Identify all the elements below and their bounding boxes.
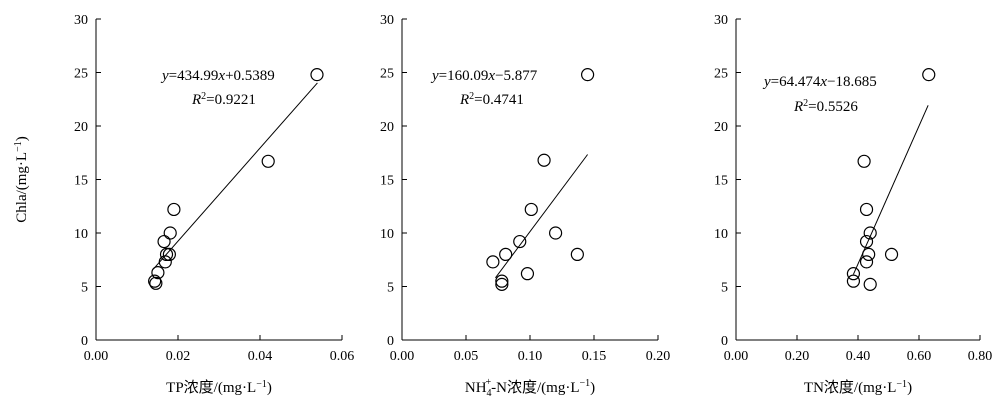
data-point [495,274,509,288]
x-tick-label: 0.06 [330,349,355,364]
data-point [537,153,551,167]
regression-equation: y=434.99x+0.5389 [160,68,275,84]
regression-equation: y=64.474x−18.685 [762,74,877,90]
data-point [863,226,877,240]
y-tick-label: 30 [74,13,88,28]
x-tick-label: 0.80 [968,349,993,364]
y-tick-label: 15 [380,174,394,189]
regression-line [153,82,318,270]
y-tick-label: 30 [380,13,394,28]
data-point [486,255,500,269]
chart-panel-2: 0 5 10 15 20 25 30 0.00 0.05 0.10 0.15 0.20 NH4+-N浓度… [380,13,670,399]
y-tick-label: 10 [74,227,88,242]
data-point [148,274,162,288]
y-tick-label: 5 [81,281,88,296]
y-tick-label: 20 [714,120,728,135]
x-tick-label: 0.15 [582,349,607,364]
x-tick-label: 0.00 [724,349,749,364]
r-squared-label: R2=0.4741 [459,91,524,109]
data-point [859,202,874,217]
r-squared-label: R2=0.9221 [191,91,256,109]
data-point [513,234,527,249]
data-point [846,267,861,281]
x-tick-label: 0.05 [454,349,479,364]
data-point [495,277,509,291]
x-axis-label: NH4+-N浓度/(mg·L−1) [465,377,595,399]
data-point [151,265,165,280]
x-tick-label: 0.02 [166,349,191,364]
data-point [159,247,174,261]
y-tick-label: 25 [714,67,728,82]
x-tick-label: 0.40 [846,349,871,364]
data-point [162,247,176,261]
data-point [499,247,513,261]
y-tick-label: 25 [380,67,394,82]
data-point [884,247,899,261]
regression-line [852,105,929,275]
data-point [859,234,874,249]
y-tick-label: 20 [380,120,394,135]
data-point [158,255,172,269]
data-point [570,247,584,261]
data-point [922,68,936,82]
x-tick-label: 0.00 [84,349,109,364]
y-tick-label: 10 [714,227,728,242]
data-point [167,202,181,217]
data-point [520,267,535,281]
chart-panel-1: 0 5 10 15 20 25 30 0.00 0.02 0.04 0.06 TP浓度/(mg·L−1… [13,13,355,396]
data-point [857,154,871,168]
data-point [859,255,874,269]
y-tick-label: 0 [387,334,394,349]
chart-panel-3: 0 5 10 15 20 25 30 0.00 0.20 0.40 0.60 0.80 TN浓度/(mg… [714,13,992,396]
regression-equation: y=160.09x−5.877 [430,68,538,84]
y-tick-label: 0 [81,334,88,349]
data-point [862,247,876,261]
data-point [580,68,595,82]
data-point [863,277,877,291]
x-axis-label: TP浓度/(mg·L−1) [166,379,272,397]
data-point [846,274,861,288]
y-tick-label: 0 [721,334,728,349]
r-squared-label: R2=0.5526 [793,98,858,116]
x-tick-label: 0.10 [518,349,543,364]
y-tick-label: 15 [714,174,728,189]
y-tick-label: 5 [721,281,728,296]
y-tick-label: 15 [74,174,88,189]
x-tick-label: 0.20 [785,349,810,364]
x-axis-label: TN浓度/(mg·L−1) [804,379,912,397]
y-tick-label: 20 [74,120,88,135]
data-point [149,276,163,290]
data-point [524,202,538,217]
data-point [310,68,324,82]
x-tick-label: 0.60 [907,349,932,364]
data-point [163,226,177,240]
x-tick-label: 0.04 [248,349,273,364]
y-tick-label: 30 [714,13,728,28]
data-point [261,154,275,168]
y-axis-label: Chla/(mg·L−1) [13,136,31,222]
y-tick-label: 25 [74,67,88,82]
y-tick-label: 10 [380,227,394,242]
x-tick-label: 0.00 [390,349,415,364]
y-tick-label: 5 [387,281,394,296]
data-point [157,234,171,249]
data-point [548,226,563,240]
x-tick-label: 0.20 [646,349,671,364]
